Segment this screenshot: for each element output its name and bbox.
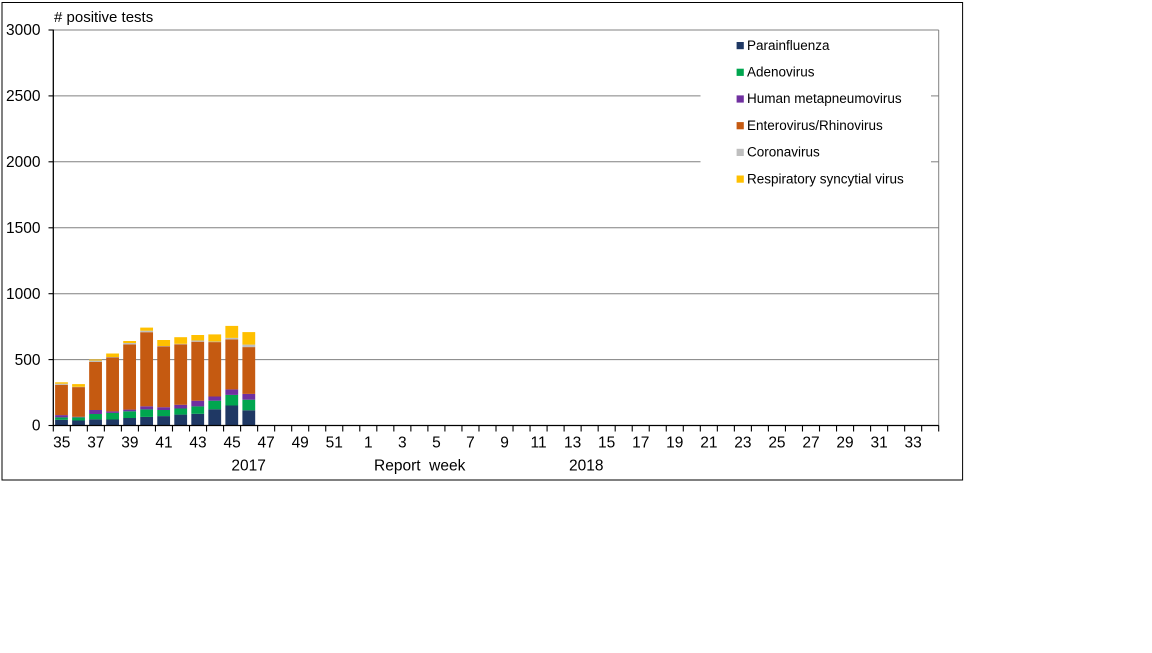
- svg-text:21: 21: [700, 434, 717, 451]
- svg-text:49: 49: [292, 434, 309, 451]
- svg-text:25: 25: [768, 434, 785, 451]
- svg-text:2500: 2500: [6, 88, 41, 105]
- svg-text:Enterovirus/Rhinovirus: Enterovirus/Rhinovirus: [747, 118, 883, 133]
- svg-text:Adenovirus: Adenovirus: [747, 65, 815, 80]
- svg-text:37: 37: [87, 434, 104, 451]
- svg-text:35: 35: [53, 434, 70, 451]
- svg-text:47: 47: [258, 434, 275, 451]
- svg-text:29: 29: [836, 434, 853, 451]
- svg-text:Coronavirus: Coronavirus: [747, 145, 820, 160]
- svg-text:Parainfluenza: Parainfluenza: [747, 38, 830, 53]
- svg-text:9: 9: [500, 434, 509, 451]
- svg-text:3: 3: [398, 434, 407, 451]
- svg-text:41: 41: [155, 434, 172, 451]
- svg-text:31: 31: [870, 434, 887, 451]
- svg-text:Human metapneumovirus: Human metapneumovirus: [747, 91, 902, 106]
- svg-text:17: 17: [632, 434, 649, 451]
- svg-text:13: 13: [564, 434, 581, 451]
- svg-text:3000: 3000: [6, 22, 41, 39]
- svg-text:1: 1: [364, 434, 373, 451]
- svg-text:0: 0: [32, 418, 41, 435]
- svg-text:Report week: Report week: [374, 458, 466, 475]
- svg-text:27: 27: [802, 434, 819, 451]
- svg-text:19: 19: [666, 434, 683, 451]
- svg-text:2000: 2000: [6, 154, 41, 171]
- svg-text:5: 5: [432, 434, 441, 451]
- svg-text:2018: 2018: [569, 458, 603, 475]
- svg-text:51: 51: [326, 434, 343, 451]
- svg-text:500: 500: [15, 352, 41, 369]
- svg-text:1000: 1000: [6, 286, 41, 303]
- svg-text:# positive tests: # positive tests: [54, 9, 153, 26]
- svg-text:23: 23: [734, 434, 751, 451]
- svg-text:2017: 2017: [231, 458, 265, 475]
- svg-text:Respiratory syncytial virus: Respiratory syncytial virus: [747, 171, 904, 186]
- svg-text:7: 7: [466, 434, 475, 451]
- svg-text:45: 45: [223, 434, 240, 451]
- svg-text:39: 39: [121, 434, 138, 451]
- svg-text:43: 43: [189, 434, 206, 451]
- svg-text:1500: 1500: [6, 220, 41, 237]
- svg-text:15: 15: [598, 434, 615, 451]
- svg-text:11: 11: [531, 434, 547, 451]
- svg-text:33: 33: [905, 434, 922, 451]
